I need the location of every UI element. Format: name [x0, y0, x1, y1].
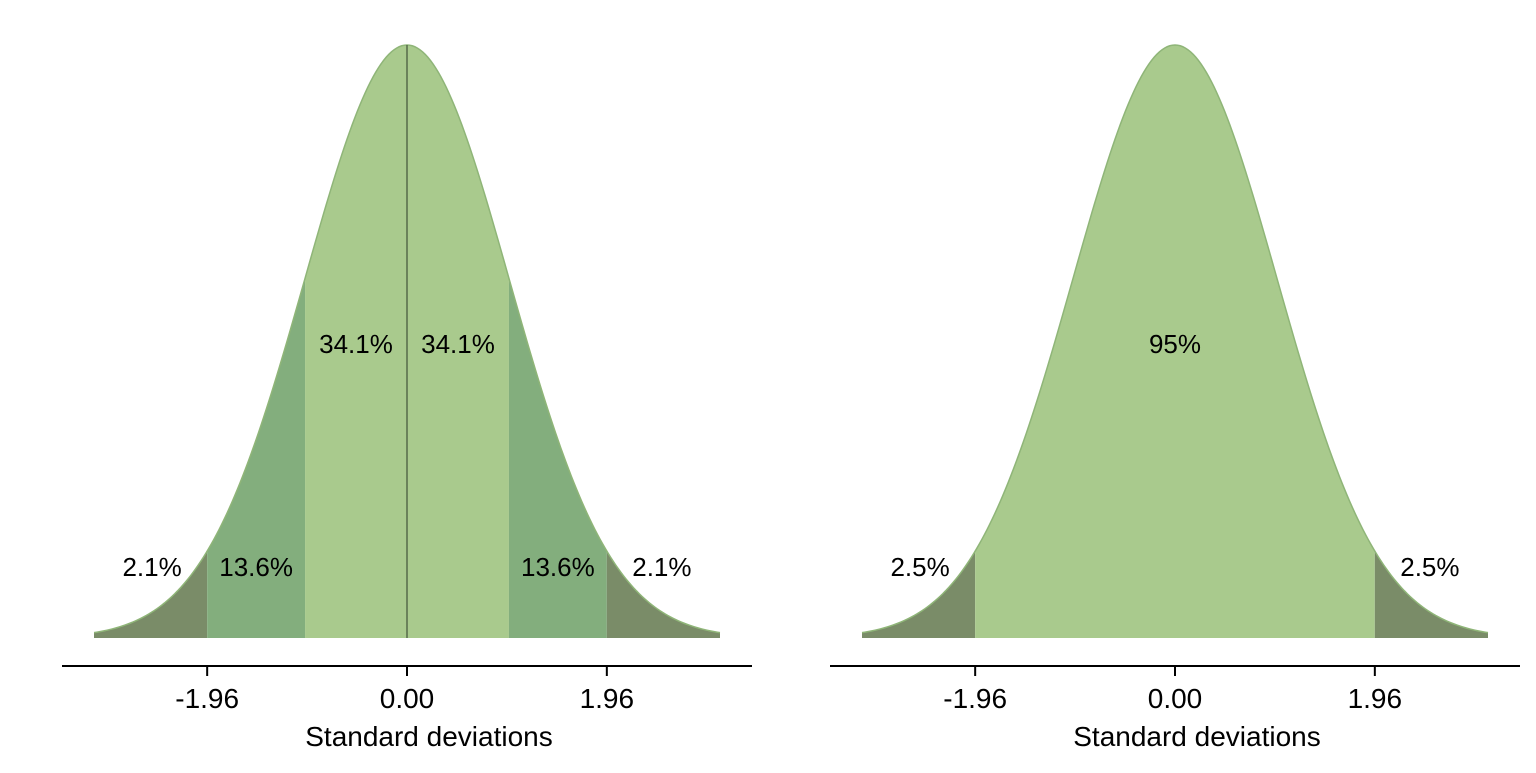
region-area-2: [975, 45, 1375, 638]
region-area-5: [508, 278, 607, 638]
region-area-6: [606, 551, 720, 638]
x-tick-label-1: -1.96: [175, 683, 239, 714]
chart-panel-2: 2.5% 95% 2.5% -1.96 0.00 1.96 Standard deviati…: [830, 44, 1520, 752]
x-tick-label-3: 1.96: [1348, 683, 1403, 714]
region-area-3: [1374, 551, 1488, 638]
region-area-2: [207, 278, 306, 638]
chart-panel-1: 2.1% 13.6% 34.1% 34.1% 13.6% 2.1% -1.96 0.00 1.9…: [62, 44, 752, 752]
region-label-1: 2.1%: [122, 552, 181, 582]
x-tick-label-1: -1.96: [943, 683, 1007, 714]
x-tick-label-2: 0.00: [380, 683, 435, 714]
region-area-1: [94, 551, 208, 638]
x-axis-title: Standard deviations: [305, 721, 553, 752]
density-curve: [861, 44, 1489, 634]
x-tick-label-2: 0.00: [1148, 683, 1203, 714]
region-label-3: 34.1%: [319, 329, 393, 359]
region-label-4: 34.1%: [421, 329, 495, 359]
region-label-1: 2.5%: [890, 552, 949, 582]
region-area-1: [862, 551, 976, 638]
region-label-5: 13.6%: [521, 552, 595, 582]
x-axis-title: Standard deviations: [1073, 721, 1321, 752]
region-label-2: 95%: [1149, 329, 1201, 359]
region-area-3: [305, 45, 407, 638]
region-label-6: 2.1%: [632, 552, 691, 582]
region-label-2: 13.6%: [219, 552, 293, 582]
x-tick-label-3: 1.96: [580, 683, 635, 714]
region-area-4: [407, 45, 509, 638]
region-label-3: 2.5%: [1400, 552, 1459, 582]
